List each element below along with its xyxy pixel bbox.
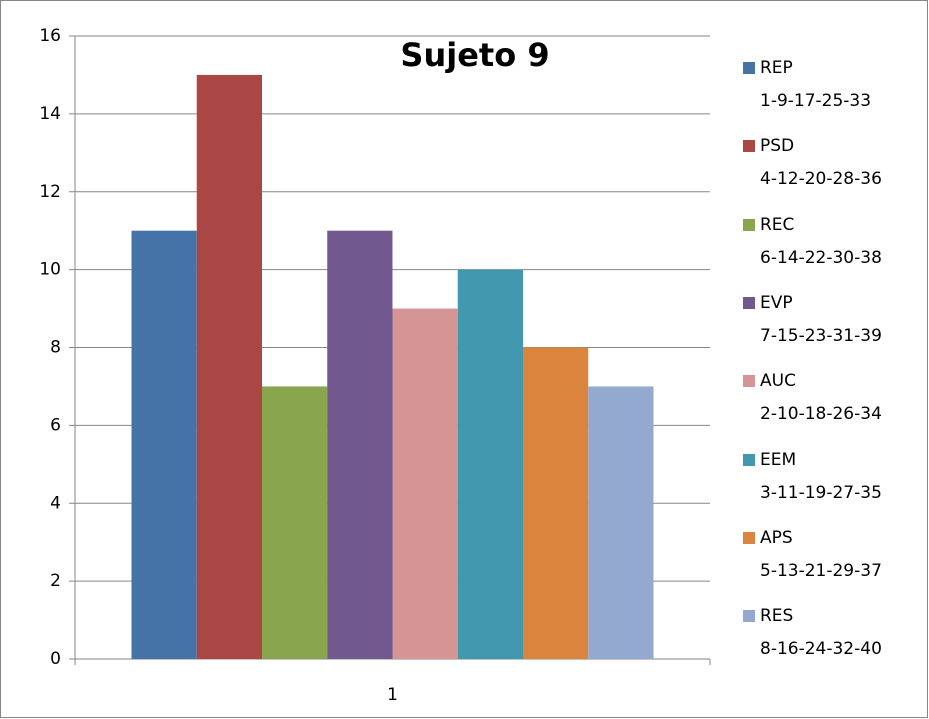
y-tick-label: 8 xyxy=(50,338,61,358)
legend-swatch xyxy=(743,140,755,153)
legend-label: AUC 2-10-18-26-34 xyxy=(760,371,882,425)
bar xyxy=(588,386,654,659)
legend-label: EEM 3-11-19-27-35 xyxy=(760,449,882,503)
legend-entry: EEM 3-11-19-27-35 xyxy=(743,448,923,518)
legend-swatch xyxy=(743,296,755,309)
legend-swatch xyxy=(743,62,755,74)
legend-entry: AUC 2-10-18-26-34 xyxy=(743,369,923,439)
y-tick-label: 10 xyxy=(39,260,61,280)
legend-label: REP 1-9-17-25-33 xyxy=(760,58,872,111)
y-tick-label: 4 xyxy=(50,493,61,513)
y-tick-label: 12 xyxy=(39,182,61,202)
bar xyxy=(457,269,523,659)
y-tick-label: 14 xyxy=(39,104,61,124)
y-tick-label: 16 xyxy=(39,26,61,46)
legend-label: EVP 7-15-23-31-39 xyxy=(760,292,882,346)
legend-entry: EVP 7-15-23-31-39 xyxy=(743,291,923,361)
bar xyxy=(262,386,328,659)
x-tick-label: 1 xyxy=(387,685,398,705)
bar xyxy=(392,308,458,659)
bar xyxy=(131,230,197,659)
bar xyxy=(196,74,263,659)
legend-entry: REP 1-9-17-25-33 xyxy=(743,56,923,126)
legend-swatch xyxy=(743,453,755,466)
chart-title: Sujeto 9 xyxy=(400,36,549,74)
legend-entry: RES 8-16-24-32-40 xyxy=(743,604,923,674)
bar xyxy=(327,230,393,659)
legend-label: REC 6-14-22-30-38 xyxy=(760,214,882,268)
legend-label: PSD 4-12-20-28-36 xyxy=(760,136,882,190)
legend-swatch xyxy=(743,610,755,623)
legend-swatch xyxy=(743,375,755,388)
legend-label: APS 5-13-21-29-37 xyxy=(760,527,882,581)
legend-entry: PSD 4-12-20-28-36 xyxy=(743,134,923,204)
legend-label: RES 8-16-24-32-40 xyxy=(760,606,882,660)
legend-swatch xyxy=(743,531,755,544)
legend-entry: REC 6-14-22-30-38 xyxy=(743,213,923,283)
y-tick-label: 2 xyxy=(50,571,61,591)
y-tick-label: 0 xyxy=(50,649,61,669)
legend-swatch xyxy=(743,218,755,231)
y-tick-label: 6 xyxy=(50,415,61,435)
bar xyxy=(522,347,589,659)
legend-entry: APS 5-13-21-29-37 xyxy=(743,526,923,596)
